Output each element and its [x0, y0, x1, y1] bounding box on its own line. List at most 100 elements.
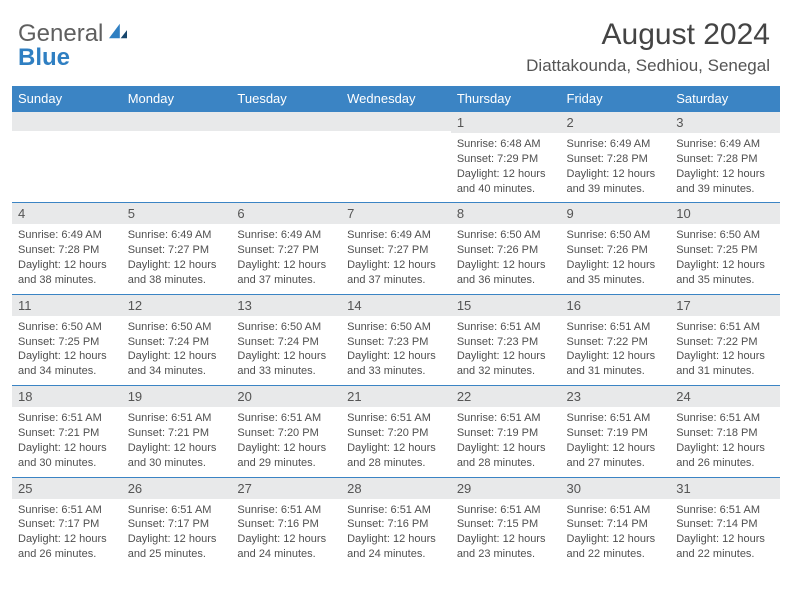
sunset-line: Sunset: 7:19 PM	[457, 427, 538, 439]
sunrise-line: Sunrise: 6:51 AM	[567, 412, 651, 424]
day-number: 21	[341, 386, 451, 407]
daylight-line: Daylight: 12 hours and 38 minutes.	[128, 259, 217, 286]
day-details	[122, 131, 232, 197]
day-number: 25	[12, 478, 122, 499]
sunrise-line: Sunrise: 6:51 AM	[676, 321, 760, 333]
day-cell: 9Sunrise: 6:50 AMSunset: 7:26 PMDaylight…	[561, 203, 671, 294]
sunset-line: Sunset: 7:22 PM	[567, 336, 648, 348]
day-cell: 21 Sunrise: 6:51 AM Sunset: 7:20 PM Dayligh…	[341, 386, 451, 477]
day-cell: 28Sunrise: 6:51 AMSunset: 7:16 PMDayligh…	[341, 477, 451, 568]
day-details: Sunrise: 6:51 AMSunset: 7:15 PMDaylight:…	[451, 499, 561, 568]
sunrise-line: Sunrise: 6:51 AM	[237, 412, 321, 424]
sunrise-line: Sunrise: 6:51 AM	[457, 321, 541, 333]
day-cell: 7Sunrise: 6:49 AMSunset: 7:27 PMDaylight…	[341, 203, 451, 294]
sunset-line: Sunset: 7:27 PM	[128, 244, 209, 256]
day-details: Sunrise: 6:49 AMSunset: 7:27 PMDaylight:…	[231, 224, 341, 293]
day-details: Sunrise: 6:50 AMSunset: 7:24 PMDaylight:…	[122, 316, 232, 385]
day-details: Sunrise: 6:51 AMSunset: 7:14 PMDaylight:…	[561, 499, 671, 568]
daylight-line: Daylight: 12 hours and 23 minutes.	[457, 533, 546, 560]
day-number: 7	[341, 203, 451, 224]
day-details: Sunrise: 6:51 AMSunset: 7:19 PMDaylight:…	[451, 407, 561, 476]
sunrise-line: Sunrise: 6:49 AM	[237, 229, 321, 241]
sunset-line: Sunset: 7:21 PM	[18, 427, 99, 439]
day-cell: 31Sunrise: 6:51 AMSunset: 7:14 PMDayligh…	[670, 477, 780, 568]
title-block: August 2024 Diattakounda, Sedhiou, Seneg…	[526, 18, 780, 76]
sunset-line: Sunset: 7:26 PM	[567, 244, 648, 256]
daylight-line: Daylight: 12 hours and 26 minutes.	[18, 533, 107, 560]
day-number: 18	[12, 386, 122, 407]
day-number: 14	[341, 295, 451, 316]
day-details: Sunrise: 6:51 AM Sunset: 7:20 PM Daylight:…	[341, 407, 451, 476]
day-number: 11	[12, 295, 122, 316]
sunrise-line: Sunrise: 6:51 AM	[347, 412, 431, 424]
sunset-line: Sunset: 7:14 PM	[567, 518, 648, 530]
day-details: Sunrise: 6:51 AMSunset: 7:23 PMDaylight:…	[451, 316, 561, 385]
day-number	[341, 112, 451, 131]
day-cell: 11Sunrise: 6:50 AMSunset: 7:25 PMDayligh…	[12, 294, 122, 385]
week-row: 25Sunrise: 6:51 AMSunset: 7:17 PMDayligh…	[12, 477, 780, 568]
logo-text-blue: Blue	[18, 44, 70, 71]
sunrise-line: Sunrise: 6:49 AM	[347, 229, 431, 241]
sunrise-line: Sunrise: 6:51 AM	[567, 504, 651, 516]
day-details: Sunrise: 6:49 AMSunset: 7:27 PMDaylight:…	[122, 224, 232, 293]
day-details	[341, 131, 451, 197]
logo-text-general: General	[18, 20, 103, 47]
day-cell: 8Sunrise: 6:50 AMSunset: 7:26 PMDaylight…	[451, 203, 561, 294]
day-number: 31	[670, 478, 780, 499]
day-cell: 6Sunrise: 6:49 AMSunset: 7:27 PMDaylight…	[231, 203, 341, 294]
day-details: Sunrise: 6:51 AMSunset: 7:20 PMDaylight:…	[231, 407, 341, 476]
day-number	[122, 112, 232, 131]
daylight-line: Daylight: 12 hours and 38 minutes.	[18, 259, 107, 286]
sunrise-line: Sunrise: 6:50 AM	[567, 229, 651, 241]
daylight-line: Daylight: 12 hours and 26 minutes.	[676, 442, 765, 469]
day-header-row: Sunday Monday Tuesday Wednesday Thursday…	[12, 86, 780, 112]
sunrise-line: Sunrise: 6:51 AM	[676, 412, 760, 424]
sunset-line: Sunset: 7:25 PM	[676, 244, 757, 256]
sunrise-line: Sunrise: 6:51 AM	[457, 504, 541, 516]
day-cell: 26Sunrise: 6:51 AMSunset: 7:17 PMDayligh…	[122, 477, 232, 568]
day-header: Sunday	[12, 86, 122, 112]
day-details: Sunrise: 6:49 AMSunset: 7:28 PMDaylight:…	[670, 133, 780, 202]
page-header: General Blue August 2024 Diattakounda, S…	[12, 18, 780, 76]
daylight-line: Daylight: 12 hours and 28 minutes.	[457, 442, 546, 469]
sunrise-line: Sunrise: 6:50 AM	[347, 321, 431, 333]
sunset-line: Sunset: 7:20 PM	[347, 427, 428, 439]
day-number: 1	[451, 112, 561, 133]
day-cell: 12Sunrise: 6:50 AMSunset: 7:24 PMDayligh…	[122, 294, 232, 385]
daylight-line: Daylight: 12 hours and 37 minutes.	[347, 259, 436, 286]
sunrise-line: Sunrise: 6:51 AM	[567, 321, 651, 333]
day-details: Sunrise: 6:51 AMSunset: 7:21 PMDaylight:…	[12, 407, 122, 476]
day-number: 26	[122, 478, 232, 499]
daylight-line: Daylight: 12 hours and 29 minutes.	[237, 442, 326, 469]
day-number: 23	[561, 386, 671, 407]
logo: General Blue	[12, 18, 129, 70]
day-details: Sunrise: 6:51 AMSunset: 7:17 PMDaylight:…	[12, 499, 122, 568]
sunset-line: Sunset: 7:24 PM	[128, 336, 209, 348]
day-number: 12	[122, 295, 232, 316]
day-number	[12, 112, 122, 131]
sunset-line: Sunset: 7:26 PM	[457, 244, 538, 256]
day-cell: 27Sunrise: 6:51 AMSunset: 7:16 PMDayligh…	[231, 477, 341, 568]
day-details: Sunrise: 6:51 AMSunset: 7:22 PMDaylight:…	[670, 316, 780, 385]
day-details: Sunrise: 6:50 AMSunset: 7:25 PMDaylight:…	[12, 316, 122, 385]
daylight-line: Daylight: 12 hours and 31 minutes.	[567, 350, 656, 377]
day-cell: 17Sunrise: 6:51 AMSunset: 7:22 PMDayligh…	[670, 294, 780, 385]
sunset-line: Sunset: 7:18 PM	[676, 427, 757, 439]
day-cell: 23 Sunrise: 6:51 AM Sunset: 7:19 PM Dayligh…	[561, 386, 671, 477]
daylight-line: Daylight: 12 hours and 39 minutes.	[567, 168, 656, 195]
day-cell: 14Sunrise: 6:50 AMSunset: 7:23 PMDayligh…	[341, 294, 451, 385]
day-number: 16	[561, 295, 671, 316]
daylight-line: Daylight: 12 hours and 24 minutes.	[347, 533, 436, 560]
daylight-line: Daylight: 12 hours and 28 minutes.	[347, 442, 436, 469]
sunset-line: Sunset: 7:28 PM	[676, 153, 757, 165]
day-number: 6	[231, 203, 341, 224]
sunset-line: Sunset: 7:22 PM	[676, 336, 757, 348]
logo-text: General Blue	[18, 22, 103, 70]
day-cell: 2Sunrise: 6:49 AMSunset: 7:28 PMDaylight…	[561, 112, 671, 203]
sunset-line: Sunset: 7:19 PM	[567, 427, 648, 439]
sunrise-line: Sunrise: 6:51 AM	[347, 504, 431, 516]
daylight-line: Daylight: 12 hours and 27 minutes.	[567, 442, 656, 469]
day-header: Wednesday	[341, 86, 451, 112]
daylight-line: Daylight: 12 hours and 40 minutes.	[457, 168, 546, 195]
sunrise-line: Sunrise: 6:51 AM	[18, 412, 102, 424]
